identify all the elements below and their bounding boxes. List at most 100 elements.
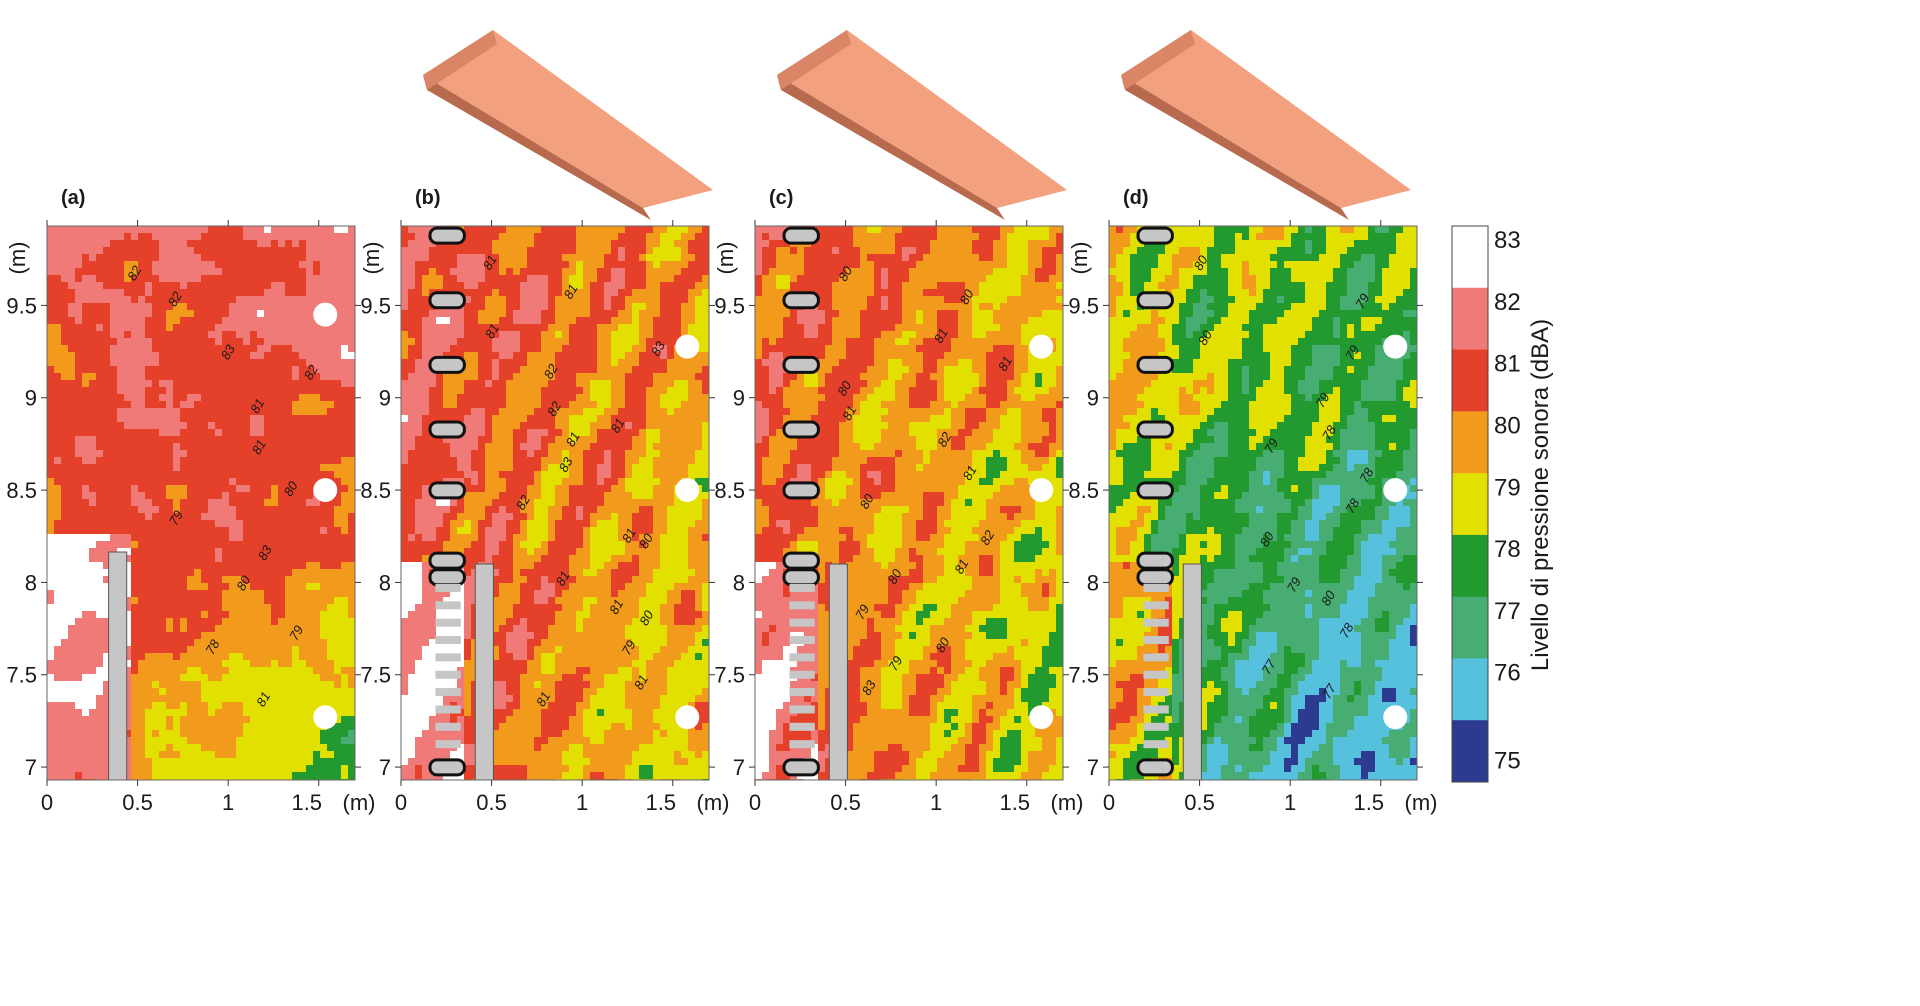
heatmap-cell <box>415 366 423 374</box>
heatmap-cell <box>688 317 696 325</box>
heatmap-cell <box>201 702 209 710</box>
heatmap-cell <box>201 296 209 304</box>
heatmap-cell <box>180 751 188 759</box>
heatmap-cell <box>285 765 293 773</box>
heatmap-cell <box>82 597 90 605</box>
heatmap-cell <box>348 226 355 234</box>
heatmap-cell <box>257 653 265 661</box>
heatmap-cell <box>68 429 76 437</box>
heatmap-cell <box>131 646 139 654</box>
heatmap-cell <box>124 443 132 451</box>
heatmap-cell <box>89 401 97 409</box>
heatmap-cell <box>313 254 321 262</box>
heatmap-cell <box>457 275 465 283</box>
heatmap-cell <box>131 723 139 731</box>
heatmap-cell <box>166 226 174 234</box>
heatmap-cell <box>313 240 321 248</box>
heatmap-cell <box>555 408 563 416</box>
heatmap-cell <box>166 730 174 738</box>
heatmap-cell <box>292 415 300 423</box>
heatmap-cell <box>96 282 104 290</box>
heatmap-cell <box>152 289 160 297</box>
heatmap-cell <box>201 415 209 423</box>
heatmap-cell <box>348 401 355 409</box>
heatmap-cell <box>499 240 507 248</box>
heatmap-cell <box>583 443 591 451</box>
heatmap-cell <box>334 562 342 570</box>
heatmap-cell <box>541 408 549 416</box>
heatmap-cell <box>243 660 251 668</box>
heatmap-cell <box>604 261 612 269</box>
heatmap-cell <box>264 226 272 234</box>
heatmap-cell <box>138 604 146 612</box>
heatmap-cell <box>436 317 444 325</box>
heatmap-cell <box>660 324 668 332</box>
heatmap-cell <box>429 254 437 262</box>
heatmap-cell <box>292 527 300 535</box>
heatmap-cell <box>117 324 125 332</box>
heatmap-cell <box>166 324 174 332</box>
heatmap-cell <box>75 758 83 766</box>
heatmap-cell <box>464 429 472 437</box>
heatmap-cell <box>222 226 230 234</box>
heatmap-cell <box>236 450 244 458</box>
heatmap-cell <box>278 772 286 780</box>
heatmap-cell <box>285 520 293 528</box>
heatmap-cell <box>408 317 416 325</box>
heatmap-cell <box>313 604 321 612</box>
heatmap-cell <box>138 303 146 311</box>
heatmap-cell <box>513 282 521 290</box>
heatmap-cell <box>180 359 188 367</box>
heatmap-cell <box>138 289 146 297</box>
heatmap-cell <box>450 254 458 262</box>
heatmap-cell <box>299 716 307 724</box>
heatmap-cell <box>138 331 146 339</box>
heatmap-cell <box>145 499 153 507</box>
heatmap-cell <box>688 324 696 332</box>
heatmap-cell <box>222 702 230 710</box>
heatmap-cell <box>506 317 514 325</box>
heatmap-cell <box>327 681 335 689</box>
heatmap-cell <box>485 282 493 290</box>
heatmap-cell <box>124 282 132 290</box>
heatmap-cell <box>110 457 118 465</box>
heatmap-cell <box>506 275 514 283</box>
heatmap-cell <box>75 534 83 542</box>
heatmap-cell <box>401 345 409 353</box>
heatmap-cell <box>180 436 188 444</box>
heatmap-cell <box>306 324 314 332</box>
heatmap-cell <box>534 282 542 290</box>
heatmap-cell <box>68 310 76 318</box>
heatmap-cell <box>222 590 230 598</box>
heatmap-cell <box>54 737 62 745</box>
heatmap-cell <box>166 653 174 661</box>
heatmap-cell <box>243 408 251 416</box>
heatmap-cell <box>75 730 83 738</box>
heatmap-cell <box>250 289 258 297</box>
heatmap-cell <box>236 247 244 255</box>
heatmap-cell <box>173 422 181 430</box>
heatmap-cell <box>124 723 132 731</box>
heatmap-cell <box>327 555 335 563</box>
heatmap-cell <box>243 478 251 486</box>
heatmap-cell <box>152 261 160 269</box>
heatmap-cell <box>278 275 286 283</box>
heatmap-cell <box>194 450 202 458</box>
heatmap-cell <box>429 275 437 283</box>
heatmap-cell <box>534 233 542 241</box>
heatmap-cell <box>103 688 111 696</box>
heatmap-cell <box>61 723 69 731</box>
heatmap-cell <box>306 338 314 346</box>
heatmap-cell <box>96 478 104 486</box>
heatmap-cell <box>152 338 160 346</box>
heatmap-cell <box>306 604 314 612</box>
heatmap-cell <box>639 408 647 416</box>
heatmap-cell <box>695 275 703 283</box>
heatmap-cell <box>299 583 307 591</box>
heatmap-cell <box>124 338 132 346</box>
heatmap-cell <box>75 506 83 514</box>
heatmap-cell <box>590 366 598 374</box>
heatmap-cell <box>327 499 335 507</box>
heatmap-cell <box>257 331 265 339</box>
heatmap-cell <box>334 758 342 766</box>
